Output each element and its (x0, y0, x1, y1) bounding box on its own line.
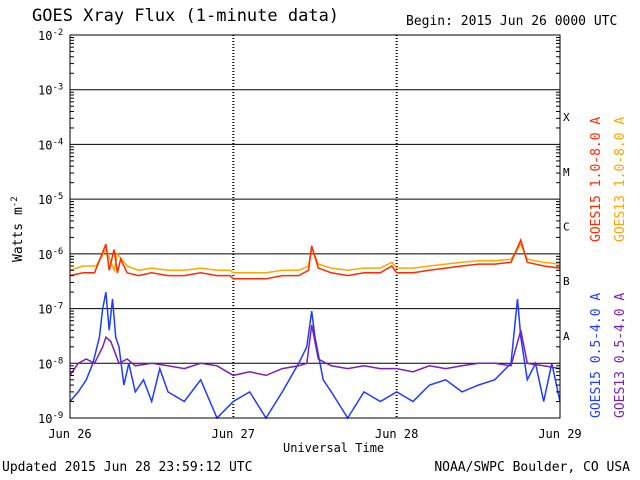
updated-timestamp: Updated 2015 Jun 28 23:59:12 UTC (2, 460, 253, 475)
y-tick-label: 10-3 (38, 83, 63, 98)
series-line (69, 237, 561, 280)
x-tick-label: Jun 27 (212, 427, 255, 441)
flare-class-labels: X M C B A (563, 111, 570, 343)
y-tick-label: 10-5 (38, 192, 63, 207)
grid-lines (70, 34, 560, 419)
x-axis-label: Universal Time (283, 441, 385, 455)
legend-entry: GOES15 0.5-4.0 A (589, 293, 604, 418)
x-tick-label: Jun 26 (48, 427, 91, 441)
begin-time-label: Begin: 2015 Jun 26 0000 UTC (406, 14, 618, 29)
y-tick-labels: 10-2 10-3 10-4 10-5 10-6 10-7 10-8 10-9 (38, 28, 63, 426)
plot-frame (69, 34, 561, 419)
legend-entry: GOES13 1.0-8.0 A (613, 117, 628, 242)
legend: GOES15 1.0-8.0 A GOES13 1.0-8.0 A GOES15 0… (589, 117, 628, 418)
x-tick-labels: Jun 26 Jun 27 Jun 28 Jun 29 (48, 427, 581, 441)
series-line (69, 324, 561, 377)
x-tick-label: Jun 29 (538, 427, 581, 441)
y-tick-label: 10-8 (38, 356, 63, 371)
legend-entry: GOES13 0.5-4.0 A (613, 293, 628, 418)
series-line (69, 291, 561, 420)
credit-label: NOAA/SWPC Boulder, CO USA (434, 460, 630, 475)
flare-class-label: A (563, 330, 570, 343)
legend-entry: GOES15 1.0-8.0 A (589, 117, 604, 242)
y-tick-label: 10-2 (38, 28, 63, 43)
flare-class-label: C (563, 221, 570, 234)
series-layer (69, 237, 561, 420)
y-tick-label: 10-4 (38, 137, 63, 152)
flare-class-label: B (563, 275, 570, 288)
y-axis-label: Watts m-2 (10, 196, 26, 262)
y-tick-label: 10-9 (38, 411, 63, 426)
flare-class-label: X (563, 111, 570, 124)
x-tick-label: Jun 28 (375, 427, 418, 441)
y-tick-label: 10-6 (38, 247, 63, 262)
chart-title: GOES Xray Flux (1-minute data) (32, 6, 340, 26)
flare-class-label: M (563, 166, 570, 179)
frame-layer (69, 34, 561, 419)
y-tick-label: 10-7 (38, 302, 63, 317)
